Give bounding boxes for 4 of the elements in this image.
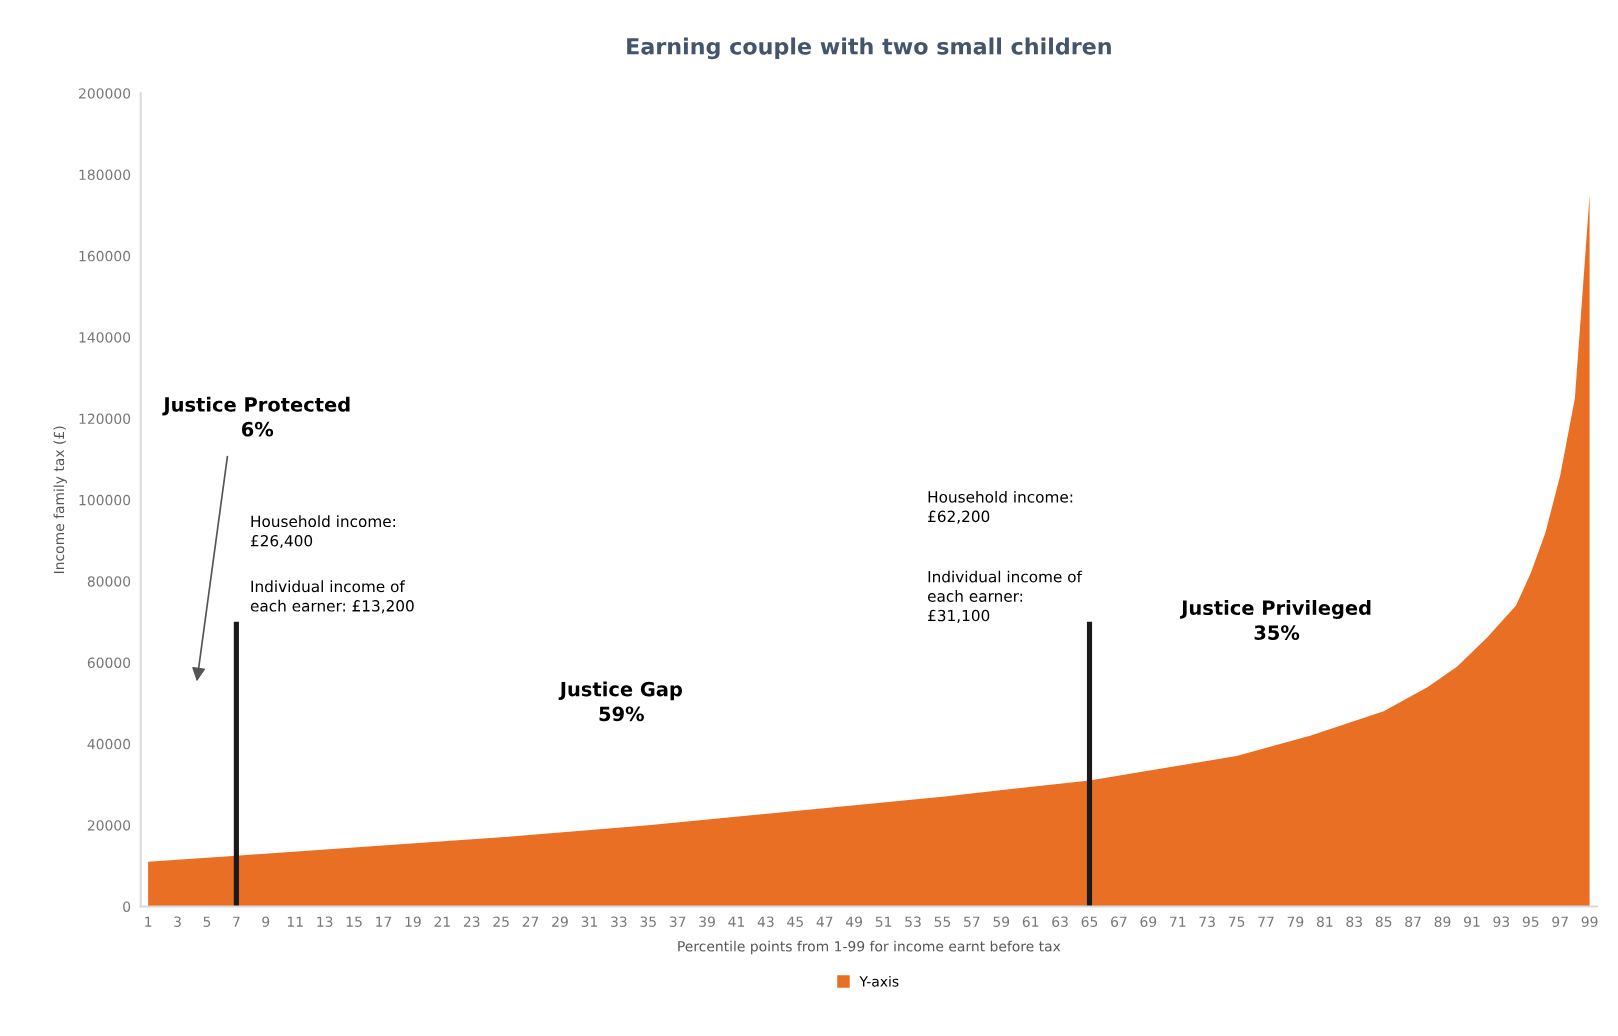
- annotation: Justice Protected 6%: [162, 396, 350, 437]
- chart-title: Earning couple with two small children: [627, 37, 1111, 60]
- annotation: Justice Privileged 35%: [1180, 600, 1371, 640]
- annotation: Justice Gap 59%: [558, 681, 682, 722]
